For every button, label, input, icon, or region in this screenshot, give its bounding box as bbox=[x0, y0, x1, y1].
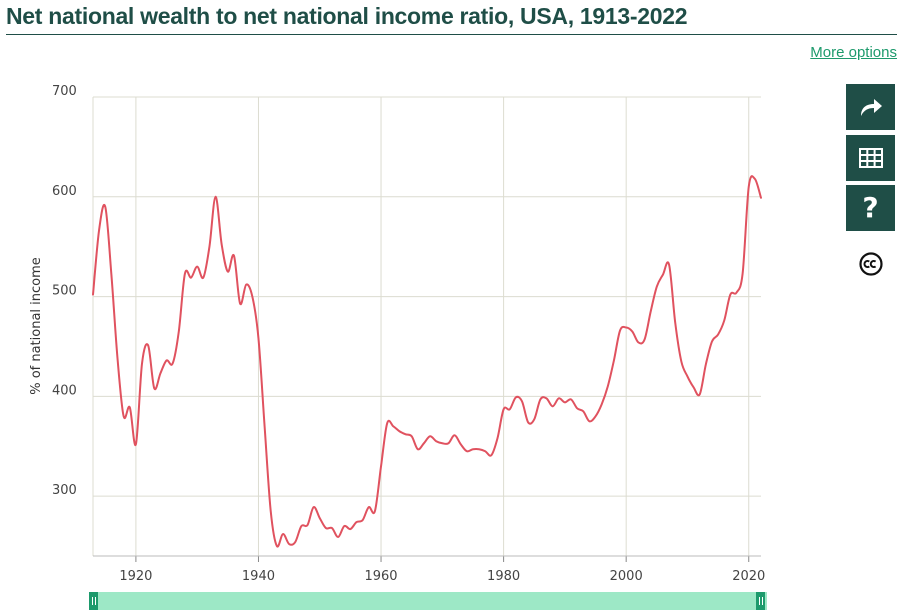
grip-line bbox=[761, 597, 763, 605]
share-arrow-icon bbox=[860, 99, 882, 116]
y-tick-label: 700 bbox=[52, 84, 77, 99]
grid-layer bbox=[92, 96, 761, 556]
x-tick-label: 2000 bbox=[610, 569, 643, 584]
series-line[interactable] bbox=[92, 175, 762, 548]
help-button[interactable]: ? bbox=[846, 185, 895, 231]
time-range-slider[interactable] bbox=[93, 592, 767, 610]
y-tick-label: 300 bbox=[52, 483, 77, 498]
x-tick-label: 1980 bbox=[487, 569, 520, 584]
grip-line bbox=[94, 597, 96, 605]
x-tick-label: 2020 bbox=[732, 569, 765, 584]
share-button[interactable] bbox=[846, 84, 895, 130]
axis-layer: 300 400 500 600 700 1920 1940 1960 1980 2000 2020 bbox=[52, 84, 765, 584]
help-icon: ? bbox=[862, 191, 879, 224]
slider-end-handle[interactable] bbox=[756, 592, 765, 610]
table-view-button[interactable] bbox=[846, 135, 895, 181]
creative-commons-icon[interactable] bbox=[859, 252, 883, 276]
grip-line bbox=[758, 597, 760, 605]
y-tick-label: 400 bbox=[52, 383, 77, 398]
grip-line bbox=[91, 597, 93, 605]
x-tick-label: 1960 bbox=[364, 569, 397, 584]
more-options-link[interactable]: More options bbox=[810, 44, 897, 61]
x-tick-label: 1920 bbox=[119, 569, 152, 584]
slider-start-handle[interactable] bbox=[89, 592, 98, 610]
y-tick-label: 600 bbox=[52, 184, 77, 199]
y-tick-label: 500 bbox=[52, 284, 77, 299]
table-grid-icon bbox=[858, 148, 883, 168]
title-divider bbox=[6, 34, 897, 35]
y-axis-label: % of national income bbox=[29, 257, 44, 395]
chart-title: Net national wealth to net national inco… bbox=[6, 3, 688, 29]
series-layer bbox=[92, 175, 762, 548]
x-tick-label: 1940 bbox=[242, 569, 275, 584]
